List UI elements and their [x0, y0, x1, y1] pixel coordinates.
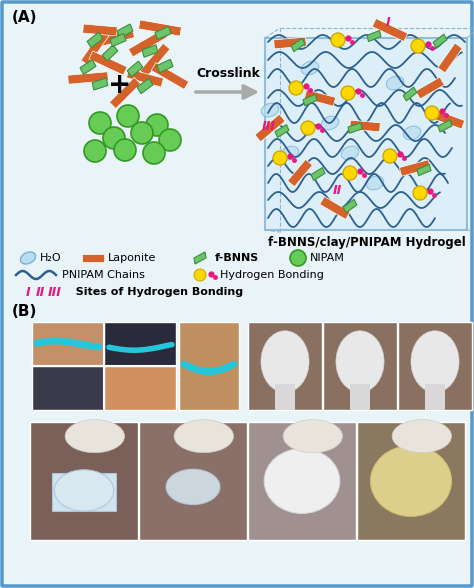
- Polygon shape: [273, 37, 306, 49]
- Circle shape: [301, 121, 315, 135]
- Polygon shape: [194, 252, 206, 264]
- Polygon shape: [416, 77, 444, 99]
- Polygon shape: [403, 87, 417, 101]
- Polygon shape: [128, 29, 168, 57]
- Bar: [248, 422, 356, 540]
- Bar: [275, 383, 295, 410]
- Ellipse shape: [366, 176, 384, 190]
- Polygon shape: [311, 168, 325, 181]
- Polygon shape: [157, 59, 173, 73]
- Text: +: +: [109, 71, 132, 99]
- Polygon shape: [417, 165, 431, 176]
- Polygon shape: [288, 159, 312, 186]
- Bar: [104, 322, 176, 366]
- Polygon shape: [320, 196, 350, 219]
- Circle shape: [425, 106, 439, 120]
- Polygon shape: [140, 44, 170, 76]
- Circle shape: [413, 186, 427, 200]
- Ellipse shape: [336, 331, 384, 392]
- Ellipse shape: [55, 470, 114, 511]
- Text: Sites of Hydrogen Bonding: Sites of Hydrogen Bonding: [68, 287, 243, 297]
- Polygon shape: [80, 59, 96, 75]
- Circle shape: [273, 151, 287, 165]
- Polygon shape: [68, 72, 109, 84]
- Text: H₂O: H₂O: [40, 253, 62, 263]
- Circle shape: [194, 269, 206, 281]
- Polygon shape: [372, 19, 408, 42]
- Bar: [323, 322, 397, 410]
- Polygon shape: [117, 24, 133, 38]
- Ellipse shape: [321, 116, 339, 130]
- Circle shape: [159, 129, 181, 151]
- Circle shape: [103, 127, 125, 149]
- Polygon shape: [102, 45, 118, 61]
- Polygon shape: [304, 90, 336, 106]
- Circle shape: [143, 142, 165, 164]
- Text: (B): (B): [12, 304, 37, 319]
- Ellipse shape: [411, 331, 459, 392]
- Bar: [32, 366, 104, 410]
- Text: f-BNNS/clay/PNIPAM Hydrogel: f-BNNS/clay/PNIPAM Hydrogel: [268, 236, 466, 249]
- Bar: [30, 422, 138, 540]
- Text: II: II: [332, 185, 342, 198]
- Circle shape: [331, 33, 345, 47]
- Circle shape: [383, 149, 397, 163]
- Text: III: III: [262, 119, 276, 132]
- Ellipse shape: [20, 252, 36, 264]
- Text: f-BNNS: f-BNNS: [215, 253, 259, 263]
- Ellipse shape: [392, 420, 452, 453]
- Polygon shape: [151, 62, 189, 89]
- Polygon shape: [87, 32, 103, 48]
- Polygon shape: [348, 123, 362, 133]
- Ellipse shape: [283, 420, 343, 453]
- Bar: [248, 322, 322, 410]
- Polygon shape: [81, 31, 109, 65]
- Ellipse shape: [301, 61, 319, 75]
- Polygon shape: [255, 114, 285, 142]
- Polygon shape: [303, 94, 317, 106]
- Circle shape: [290, 250, 306, 266]
- Circle shape: [146, 114, 168, 136]
- Text: Laponite: Laponite: [108, 253, 156, 263]
- Bar: [398, 322, 472, 410]
- Polygon shape: [291, 38, 305, 52]
- Bar: [104, 366, 176, 410]
- Bar: [350, 383, 370, 410]
- Ellipse shape: [65, 420, 125, 453]
- Polygon shape: [127, 69, 164, 87]
- Text: Hydrogen Bonding: Hydrogen Bonding: [220, 270, 324, 280]
- Ellipse shape: [403, 126, 421, 140]
- Bar: [32, 322, 104, 366]
- Circle shape: [411, 39, 425, 53]
- Polygon shape: [433, 34, 447, 48]
- Polygon shape: [343, 199, 357, 213]
- Bar: [179, 322, 239, 410]
- Polygon shape: [82, 24, 118, 36]
- Ellipse shape: [261, 103, 279, 117]
- Polygon shape: [438, 120, 452, 132]
- Circle shape: [89, 112, 111, 134]
- Polygon shape: [435, 111, 465, 129]
- Polygon shape: [89, 51, 127, 75]
- Bar: [357, 422, 465, 540]
- Text: I: I: [386, 15, 390, 28]
- Text: I: I: [26, 286, 30, 299]
- Text: (A): (A): [12, 10, 37, 25]
- Text: NIPAM: NIPAM: [310, 253, 345, 263]
- Bar: [139, 422, 247, 540]
- Bar: [248, 422, 356, 540]
- Polygon shape: [400, 160, 431, 176]
- Ellipse shape: [166, 469, 220, 505]
- Polygon shape: [275, 125, 289, 138]
- Ellipse shape: [174, 420, 234, 453]
- Bar: [139, 422, 247, 540]
- Polygon shape: [142, 45, 158, 57]
- Polygon shape: [109, 78, 141, 109]
- Polygon shape: [367, 31, 381, 42]
- Text: II: II: [36, 286, 45, 299]
- Polygon shape: [127, 61, 143, 77]
- Circle shape: [84, 140, 106, 162]
- Circle shape: [117, 105, 139, 127]
- Polygon shape: [137, 78, 153, 93]
